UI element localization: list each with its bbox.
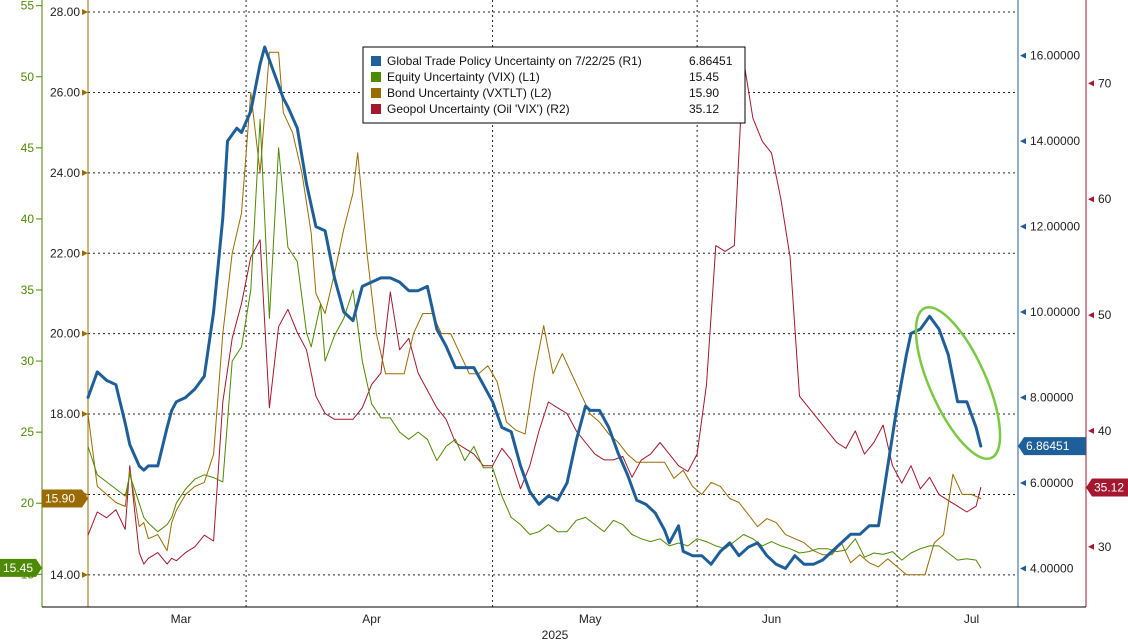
r2-tick-label-2: 50 xyxy=(1098,308,1112,322)
badge-layer: 6.86451 35.12 15.90 15.45 xyxy=(0,437,1128,577)
r1-tick-label-2: 8.00000 xyxy=(1030,391,1074,405)
l2-tick-4 xyxy=(82,250,88,257)
l1-tick-label-8: 55 xyxy=(21,0,35,13)
l2-tick-label-2: 18.00 xyxy=(50,407,80,421)
badge-global-trade-text: 6.86451 xyxy=(1026,439,1070,453)
legend-value-1: 15.45 xyxy=(689,70,719,84)
legend-label-0: Global Trade Policy Uncertainty on 7/22/… xyxy=(387,54,642,68)
r1-tick-3 xyxy=(1020,309,1026,316)
series-line-l2 xyxy=(87,51,982,576)
legend: Global Trade Policy Uncertainty on 7/22/… xyxy=(362,46,746,124)
badge-equity: 15.45 xyxy=(0,558,42,577)
r1-tick-label-3: 10.00000 xyxy=(1030,305,1080,319)
l2-tick-2 xyxy=(82,411,88,418)
r2-tick-4 xyxy=(1088,80,1094,87)
r1-tick-1 xyxy=(1020,480,1026,487)
badge-geopol-shape xyxy=(1086,478,1128,497)
x-month-label-jun: Jun xyxy=(762,612,781,626)
r2-tick-label-3: 60 xyxy=(1098,192,1112,206)
r1-tick-label-0: 4.00000 xyxy=(1030,562,1074,576)
annotation-layer xyxy=(914,305,1002,461)
r2-tick-0 xyxy=(1088,543,1094,550)
l1-tick-label-4: 35 xyxy=(21,283,35,297)
l1-tick-label-3: 30 xyxy=(21,354,35,368)
l1-tick-label-1: 20 xyxy=(21,496,35,510)
r1-tick-5 xyxy=(1020,138,1026,145)
badge-bond-shape xyxy=(42,489,88,508)
legend-label-1: Equity Uncertainty (VIX) (L1) xyxy=(387,70,540,84)
series-layer xyxy=(86,45,983,576)
r2-tick-label-1: 40 xyxy=(1098,424,1112,438)
legend-swatch-1 xyxy=(371,72,381,82)
badge-global-trade-shape xyxy=(1018,437,1086,456)
r2-tick-label-4: 70 xyxy=(1098,76,1112,90)
x-month-label-jul: Jul xyxy=(964,612,979,626)
r1-tick-label-4: 12.00000 xyxy=(1030,220,1080,234)
legend-value-3: 35.12 xyxy=(689,102,719,116)
l2-tick-3 xyxy=(82,330,88,337)
legend-box xyxy=(362,46,746,124)
l2-tick-label-6: 26.00 xyxy=(50,85,80,99)
badge-bond-text: 15.90 xyxy=(45,491,75,505)
x-month-label-may: May xyxy=(579,612,602,626)
x-month-label-mar: Mar xyxy=(171,612,192,626)
l2-tick-5 xyxy=(82,169,88,176)
r1-tick-label-5: 14.00000 xyxy=(1030,134,1080,148)
l2-tick-label-7: 28.00 xyxy=(50,5,80,19)
r2-tick-1 xyxy=(1088,427,1094,434)
r1-tick-6 xyxy=(1020,52,1026,59)
legend-value-0: 6.86451 xyxy=(689,54,733,68)
legend-swatch-0 xyxy=(371,56,381,66)
badge-geopol-text: 35.12 xyxy=(1094,480,1124,494)
legend-swatch-2 xyxy=(371,88,381,98)
badge-bond: 15.90 xyxy=(42,489,88,508)
l1-tick-label-6: 45 xyxy=(21,141,35,155)
r2-tick-2 xyxy=(1088,312,1094,319)
l2-tick-7 xyxy=(82,9,88,16)
l1-tick-label-5: 40 xyxy=(21,212,35,226)
highlight-ellipse xyxy=(914,305,1002,461)
l1-tick-label-7: 50 xyxy=(21,70,35,84)
x-month-label-apr: Apr xyxy=(362,612,381,626)
l2-tick-label-0: 14.00 xyxy=(50,568,80,582)
legend-label-2: Bond Uncertainty (VXTLT) (L2) xyxy=(387,86,552,100)
r2-tick-label-0: 30 xyxy=(1098,540,1112,554)
x-axis-year-label: 2025 xyxy=(542,628,569,642)
r1-tick-0 xyxy=(1020,565,1026,572)
legend-value-2: 15.90 xyxy=(689,86,719,100)
legend-label-3: Geopol Uncertainty (Oil 'VIX') (R2) xyxy=(387,102,570,116)
l2-tick-0 xyxy=(82,571,88,578)
legend-swatch-3 xyxy=(371,104,381,114)
r1-tick-4 xyxy=(1020,223,1026,230)
l2-tick-label-5: 24.00 xyxy=(50,166,80,180)
l2-tick-label-3: 20.00 xyxy=(50,327,80,341)
r1-tick-2 xyxy=(1020,394,1026,401)
badge-equity-shape xyxy=(0,558,42,577)
l2-tick-label-4: 22.00 xyxy=(50,246,80,260)
series-line-r1 xyxy=(86,45,983,570)
badge-global-trade: 6.86451 xyxy=(1018,437,1086,456)
badge-geopol: 35.12 xyxy=(1086,478,1128,497)
r2-tick-3 xyxy=(1088,196,1094,203)
badge-equity-text: 15.45 xyxy=(3,561,33,575)
l1-tick-label-2: 25 xyxy=(21,425,35,439)
r1-tick-label-6: 16.00000 xyxy=(1030,49,1080,63)
series-line-l1 xyxy=(87,118,982,569)
r1-tick-label-1: 6.00000 xyxy=(1030,476,1074,490)
l2-tick-6 xyxy=(82,89,88,96)
